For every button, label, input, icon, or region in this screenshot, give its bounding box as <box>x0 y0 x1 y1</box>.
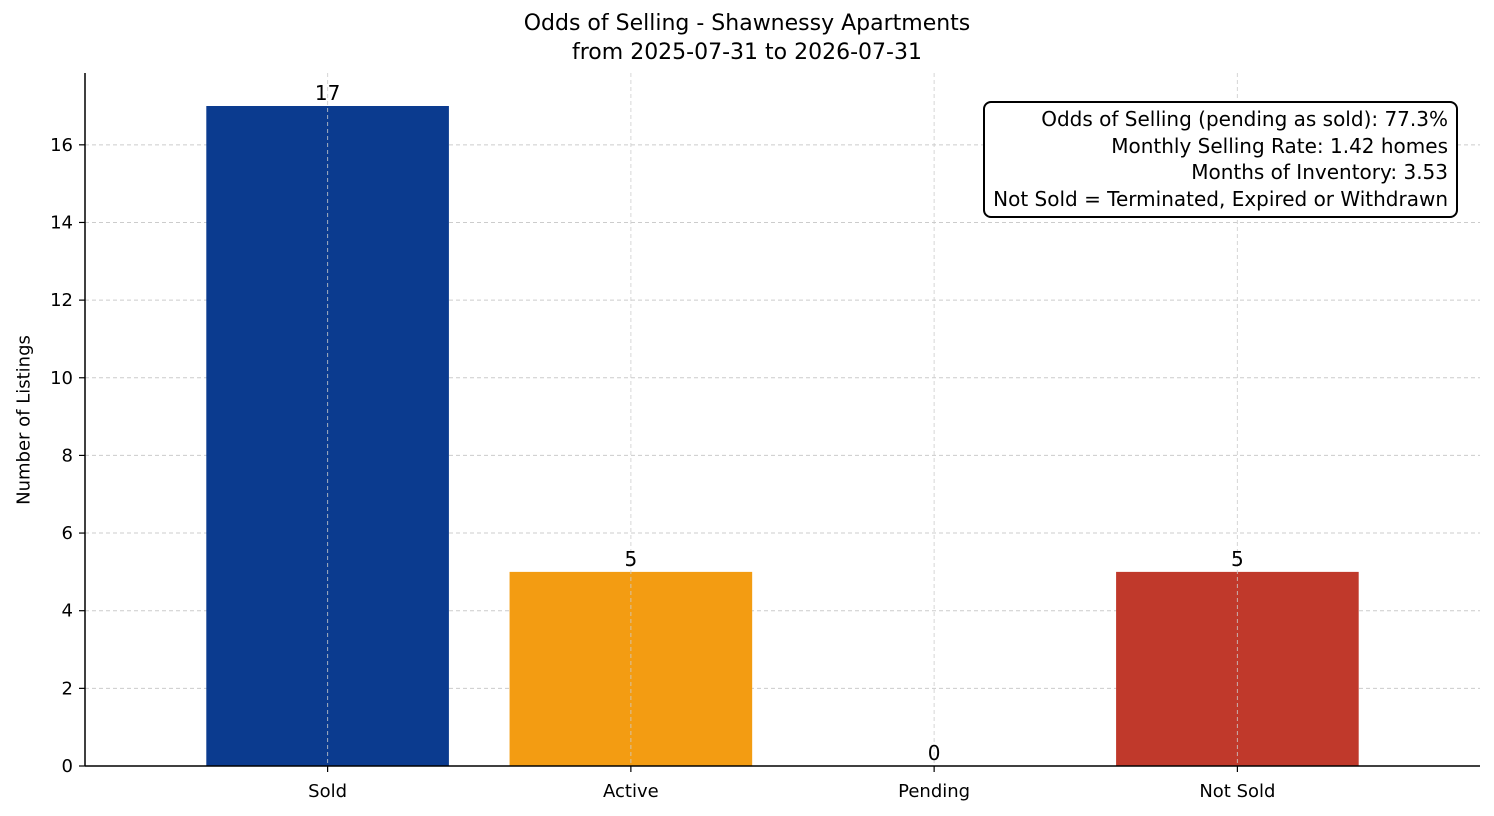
monthly-selling-rate-text: Monthly Selling Rate: 1.42 homes <box>1111 133 1448 158</box>
stats-annotation-box: Odds of Selling (pending as sold): 77.3%… <box>983 101 1458 218</box>
chart-subtitle: from 2025-07-31 to 2026-07-31 <box>572 40 922 65</box>
y-tick-label: 14 <box>50 212 73 233</box>
y-tick-label: 2 <box>62 678 73 699</box>
y-tick-label: 16 <box>50 135 73 156</box>
x-tick-label: Active <box>603 781 659 802</box>
bar-value-label: 17 <box>315 81 340 105</box>
x-tick-label: Not Sold <box>1199 781 1275 802</box>
odds-of-selling-text: Odds of Selling (pending as sold): 77.3% <box>1041 107 1448 131</box>
months-of-inventory-text: Months of Inventory: 3.53 <box>1191 160 1448 184</box>
bar-sold <box>206 106 449 766</box>
x-tick-label: Pending <box>898 781 970 802</box>
x-tick-label: Sold <box>308 781 347 802</box>
y-tick-label: 6 <box>62 523 73 544</box>
bar-value-label: 5 <box>1231 547 1244 571</box>
y-tick-label: 12 <box>50 290 73 311</box>
bar-value-label: 0 <box>928 741 941 765</box>
bar-value-label: 5 <box>625 547 638 571</box>
y-tick-label: 8 <box>62 445 73 466</box>
y-tick-label: 4 <box>62 601 73 622</box>
y-tick-label: 0 <box>62 756 73 777</box>
chart-title: Odds of Selling - Shawnessy Apartments <box>523 11 971 36</box>
not-sold-definition-text: Not Sold = Terminated, Expired or Withdr… <box>993 186 1448 211</box>
y-tick-label: 10 <box>50 368 73 389</box>
